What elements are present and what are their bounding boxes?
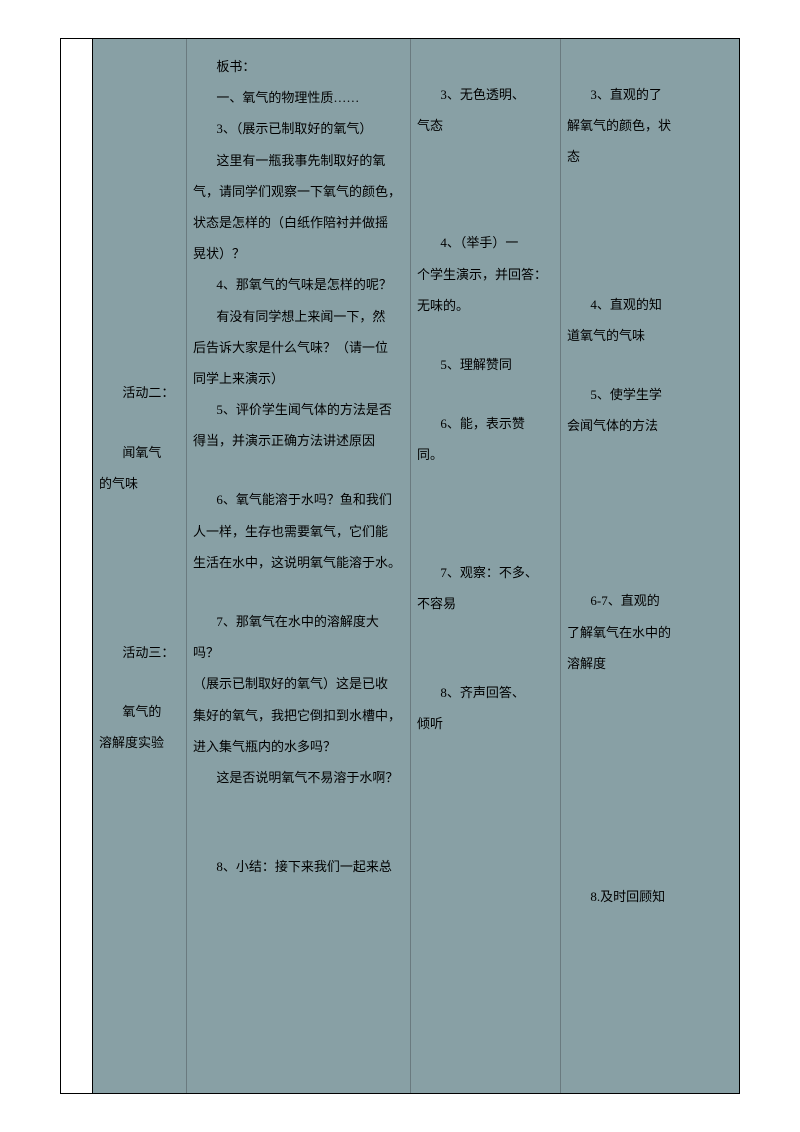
activity-label: 活动三：: [99, 637, 180, 668]
text-line: 8、小结：接下来我们一起来总: [193, 851, 404, 882]
activity-2-block: 活动二： 闻氧气 的气味: [99, 377, 180, 499]
text-line: 6-7、直观的: [567, 585, 733, 616]
text-line: 气，请同学们观察一下氧气的颜色，: [193, 176, 404, 207]
activity-title-line: 氧气的: [99, 696, 180, 727]
text-line: 无味的。: [417, 290, 554, 321]
text-line: 会闻气体的方法: [567, 410, 733, 441]
text-line: 一、氧气的物理性质……: [193, 82, 404, 113]
text-line: 3、直观的了: [567, 79, 733, 110]
text-line: 5、理解赞同: [417, 349, 554, 380]
col-0-blank: [61, 39, 93, 1093]
text-line: 道氧气的气味: [567, 320, 733, 351]
text-line: 4、那氧气的气味是怎样的呢？: [193, 269, 404, 300]
text-line: 同。: [417, 439, 554, 470]
text-line: 气态: [417, 110, 554, 141]
table-row: 活动二： 闻氧气 的气味 活动三： 氧气的 溶解度实验 板书： 一、氧气的物理性…: [61, 39, 739, 1093]
text-line: 5、使学生学: [567, 379, 733, 410]
text-line: 同学上来演示）: [193, 363, 404, 394]
text-line: 集好的氧气，我把它倒扣到水槽中，: [193, 700, 404, 731]
col-activities: 活动二： 闻氧气 的气味 活动三： 氧气的 溶解度实验: [93, 39, 187, 1093]
text-line: 后告诉大家是什么气味？（请一位: [193, 332, 404, 363]
text-line: 倾听: [417, 708, 554, 739]
activity-title-line: 闻氧气: [99, 437, 180, 468]
activity-label: 活动二：: [99, 377, 180, 408]
text-line: 4、（举手）一: [417, 227, 554, 258]
text-line: 这里有一瓶我事先制取好的氧: [193, 145, 404, 176]
text-line: 得当，并演示正确方法讲述原因: [193, 425, 404, 456]
text-line: 有没有同学想上来闻一下，然: [193, 301, 404, 332]
text-line: 这是否说明氧气不易溶于水啊？: [193, 762, 404, 793]
text-line: 生活在水中，这说明氧气能溶于水。: [193, 547, 404, 578]
text-line: 进入集气瓶内的水多吗？: [193, 731, 404, 762]
text-line: 5、评价学生闻气体的方法是否: [193, 394, 404, 425]
text-line: 板书：: [193, 51, 404, 82]
col-teacher-activity: 板书： 一、氧气的物理性质…… 3、（展示已制取好的氧气） 这里有一瓶我事先制取…: [187, 39, 411, 1093]
text-line: 8.及时回顾知: [567, 881, 733, 912]
text-line: 晃状）？: [193, 238, 404, 269]
text-line: 溶解度: [567, 648, 733, 679]
activity-3-block: 活动三： 氧气的 溶解度实验: [99, 637, 180, 759]
text-line: 8、齐声回答、: [417, 677, 554, 708]
text-line: 不容易: [417, 588, 554, 619]
text-line: 了解氧气在水中的: [567, 617, 733, 648]
col-student-activity: 3、无色透明、 气态 4、（举手）一 个学生演示，并回答： 无味的。 5、理解赞…: [411, 39, 561, 1093]
document-page: 活动二： 闻氧气 的气味 活动三： 氧气的 溶解度实验 板书： 一、氧气的物理性…: [0, 0, 800, 1132]
text-line: 6、能，表示赞: [417, 408, 554, 439]
text-line: 态: [567, 141, 733, 172]
text-line: 7、那氧气在水中的溶解度大吗？: [193, 606, 404, 668]
text-line: 6、氧气能溶于水吗？鱼和我们: [193, 484, 404, 515]
table-outer-border: 活动二： 闻氧气 的气味 活动三： 氧气的 溶解度实验 板书： 一、氧气的物理性…: [60, 38, 740, 1094]
activity-title-line: 溶解度实验: [99, 727, 180, 758]
text-line: 人一样，生存也需要氧气，它们能: [193, 516, 404, 547]
col-design-intent: 3、直观的了 解氧气的颜色，状 态 4、直观的知 道氧气的气味 5、使学生学 会…: [561, 39, 739, 1093]
text-line: 状态是怎样的（白纸作陪衬并做摇: [193, 207, 404, 238]
text-line: 7、观察：不多、: [417, 557, 554, 588]
text-line: 个学生演示，并回答：: [417, 259, 554, 290]
text-line: 3、无色透明、: [417, 79, 554, 110]
activity-title-line: 的气味: [99, 468, 180, 499]
text-line: 4、直观的知: [567, 289, 733, 320]
text-line: 3、（展示已制取好的氧气）: [193, 113, 404, 144]
text-line: 解氧气的颜色，状: [567, 110, 733, 141]
text-line: （展示已制取好的氧气）这是已收: [193, 668, 404, 699]
